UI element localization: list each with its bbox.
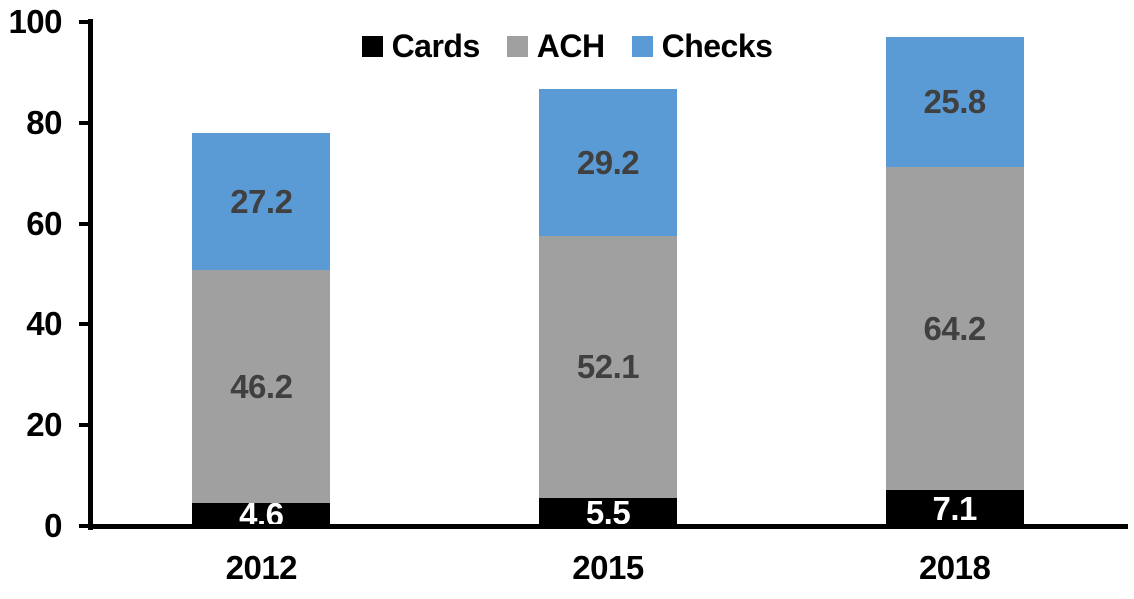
y-axis-tick-mark xyxy=(79,322,93,327)
legend-label: Cards xyxy=(391,28,481,64)
y-axis-tick-mark xyxy=(79,221,93,226)
bar-segment-ach-2018: 64.2 xyxy=(885,166,1024,491)
chart-legend: Cards ACH Checks xyxy=(0,26,1134,66)
legend-swatch-ach-icon xyxy=(506,35,528,57)
y-axis-tick-label: 60 xyxy=(26,204,62,242)
legend-item-ach: ACH xyxy=(506,26,605,66)
y-axis-tick-label: 100 xyxy=(8,3,62,40)
legend-label: ACH xyxy=(536,28,605,64)
bar-value-label: 52.1 xyxy=(576,348,640,386)
y-axis-tick-mark xyxy=(79,524,93,528)
bar-value-label: 5.5 xyxy=(585,493,631,531)
y-axis-tick-label: 20 xyxy=(26,406,62,444)
legend-swatch-checks-icon xyxy=(631,35,653,57)
y-axis-tick-label: 40 xyxy=(26,305,62,343)
y-axis-line xyxy=(88,19,93,530)
bar-segment-cards-2018: 7.1 xyxy=(885,489,1024,527)
x-axis-category-label: 2018 xyxy=(918,549,991,586)
bar-value-label: 7.1 xyxy=(932,489,977,527)
y-axis-tick-mark xyxy=(79,120,93,125)
legend-label: Checks xyxy=(661,28,773,64)
x-axis-line xyxy=(88,524,1128,529)
bar-value-label: 29.2 xyxy=(576,143,640,181)
y-axis-tick-mark xyxy=(79,423,93,428)
legend-item-checks: Checks xyxy=(631,26,773,66)
bar-segment-ach-2012: 46.2 xyxy=(192,269,331,503)
bar-value-label: 46.2 xyxy=(230,367,293,405)
legend-item-cards: Cards xyxy=(361,26,481,66)
y-axis-tick-label: 0 xyxy=(44,507,62,544)
bar-segment-cards-2012: 4.6 xyxy=(192,498,331,531)
x-axis-category-label: 2012 xyxy=(225,549,298,586)
legend-swatch-cards-icon xyxy=(361,35,383,57)
bar-value-label: 64.2 xyxy=(923,309,987,347)
bar-value-label: 25.8 xyxy=(923,83,987,121)
bar-segment-cards-2015: 5.5 xyxy=(539,493,677,531)
bar-segment-checks-2015: 29.2 xyxy=(539,88,677,236)
bar-segment-checks-2018: 25.8 xyxy=(885,36,1024,167)
bar-segment-checks-2012: 27.2 xyxy=(192,132,331,270)
y-axis-tick-label: 80 xyxy=(26,103,62,141)
x-axis-category-label: 2015 xyxy=(572,549,644,586)
y-axis-tick-mark xyxy=(79,20,93,24)
bar-value-label: 27.2 xyxy=(230,182,293,220)
bar-segment-ach-2015: 52.1 xyxy=(539,235,677,499)
